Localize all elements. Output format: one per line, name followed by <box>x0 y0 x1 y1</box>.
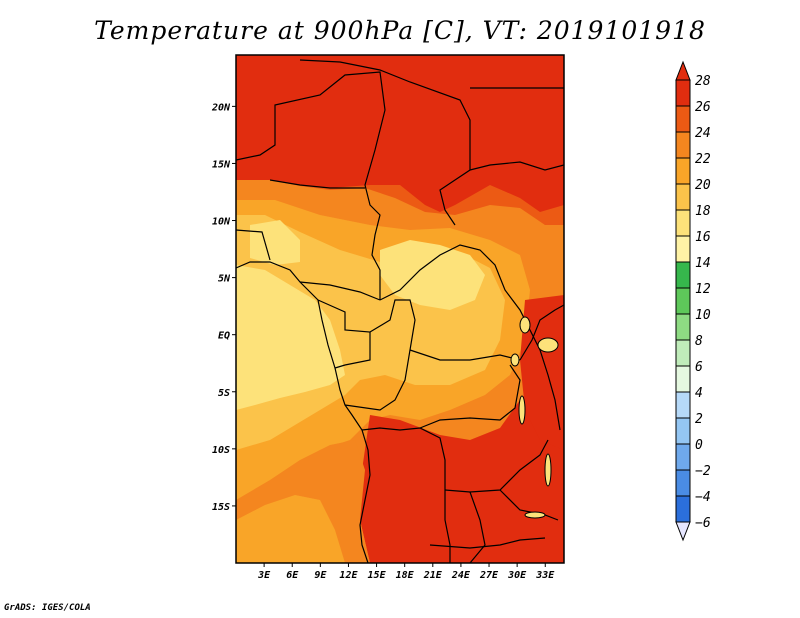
x-axis: 3E 6E 9E 12E 15E 18E 21E 24E 27E 30E 33E <box>257 563 555 581</box>
colorbar-label: 16 <box>695 230 711 245</box>
x-tick-label: 15E <box>368 570 387 581</box>
colorbar-label: 4 <box>695 386 703 401</box>
colorbar-box <box>675 287 691 315</box>
colorbar-label: 6 <box>695 360 703 375</box>
colorbar-label: 0 <box>695 438 703 453</box>
colorbar-label: 2 <box>695 412 703 427</box>
colorbar-label: 12 <box>695 282 711 297</box>
x-tick-label: 21E <box>423 570 443 581</box>
temperature-field <box>236 55 564 563</box>
colorbar-box <box>675 443 691 471</box>
colorbar-label: 22 <box>695 152 711 167</box>
y-tick-label: 20N <box>211 102 231 113</box>
colorbar-label: −6 <box>695 516 711 531</box>
colorbar-box <box>675 209 691 237</box>
field-region-gulf-light <box>236 265 345 410</box>
lakes <box>510 316 559 519</box>
y-axis: 20N 15N 10N 5N EQ 5S 10S 15S <box>211 102 236 513</box>
colorbar-label: 26 <box>695 100 711 115</box>
x-tick-label: 3E <box>257 570 271 581</box>
country-boundaries <box>236 59 564 563</box>
colorbar-label: 20 <box>695 178 711 193</box>
colorbar-label: −2 <box>695 464 711 479</box>
colorbar-box <box>675 261 691 289</box>
plot-frame <box>235 54 565 564</box>
field-region-interior-light <box>380 240 485 310</box>
colorbar-box <box>675 105 691 133</box>
field-region-gabon-light <box>250 220 300 265</box>
colorbar-box <box>675 131 691 159</box>
colorbar-label: 24 <box>695 126 711 141</box>
x-tick-label: 18E <box>396 570 415 581</box>
colorbar-box <box>675 183 691 211</box>
colorbar-box <box>675 469 691 497</box>
colorbar-under-arrow <box>675 521 691 542</box>
colorbar-box <box>675 79 691 107</box>
colorbar-box <box>675 495 691 523</box>
y-tick-label: 5S <box>218 388 230 399</box>
y-tick-label: EQ <box>218 331 230 342</box>
colorbar-box <box>675 339 691 367</box>
colorbar-label: 18 <box>695 204 711 219</box>
colorbar-box <box>675 391 691 419</box>
y-tick-label: 5N <box>218 274 231 285</box>
field-region-south-hot <box>360 375 564 563</box>
colorbar-box <box>675 417 691 445</box>
colorbar-label: 28 <box>695 74 711 89</box>
colorbar-label: −4 <box>695 490 711 505</box>
colorbar-box <box>675 235 691 263</box>
colorbar-label: 14 <box>695 256 711 271</box>
x-tick-label: 6E <box>286 570 299 581</box>
field-region-east-hot <box>520 295 564 450</box>
x-tick-label: 9E <box>314 570 327 581</box>
colorbar-over-arrow <box>675 60 691 81</box>
colorbar-box <box>675 313 691 341</box>
grads-credit: GrADS: IGES/COLA <box>4 603 91 613</box>
x-tick-label: 33E <box>535 570 555 581</box>
x-tick-label: 12E <box>339 570 358 581</box>
x-tick-label: 27E <box>479 570 499 581</box>
colorbar-box <box>675 365 691 393</box>
colorbar-label: 8 <box>695 334 703 349</box>
y-tick-label: 10S <box>212 445 230 456</box>
field-region-namib-cool <box>236 495 345 563</box>
colorbar-label: 10 <box>695 308 711 323</box>
field-region-north-hot <box>236 55 564 212</box>
chart-title: Temperature at 900hPa [C], VT: 201910191… <box>94 16 706 45</box>
y-tick-label: 15S <box>212 502 230 513</box>
colorbar-box <box>675 157 691 185</box>
y-tick-label: 10N <box>212 217 231 228</box>
x-tick-label: 24E <box>451 570 471 581</box>
y-tick-label: 15N <box>212 159 231 170</box>
x-tick-label: 30E <box>507 570 527 581</box>
